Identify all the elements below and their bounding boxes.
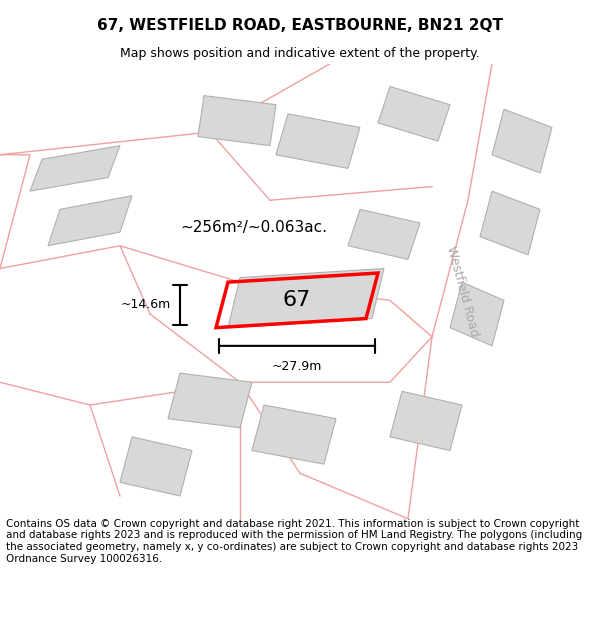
Polygon shape [276, 114, 360, 168]
Text: 67: 67 [283, 291, 311, 311]
Text: Contains OS data © Crown copyright and database right 2021. This information is : Contains OS data © Crown copyright and d… [6, 519, 582, 564]
Polygon shape [48, 196, 132, 246]
Polygon shape [450, 282, 504, 346]
Text: Westfield Road: Westfield Road [443, 244, 481, 338]
Text: Map shows position and indicative extent of the property.: Map shows position and indicative extent… [120, 48, 480, 60]
Polygon shape [480, 191, 540, 255]
Polygon shape [492, 109, 552, 173]
Polygon shape [228, 269, 384, 328]
Polygon shape [252, 405, 336, 464]
Text: ~256m²/~0.063ac.: ~256m²/~0.063ac. [180, 220, 327, 235]
Text: 67, WESTFIELD ROAD, EASTBOURNE, BN21 2QT: 67, WESTFIELD ROAD, EASTBOURNE, BN21 2QT [97, 18, 503, 33]
Polygon shape [120, 437, 192, 496]
Polygon shape [30, 146, 120, 191]
Polygon shape [168, 373, 252, 428]
Text: ~14.6m: ~14.6m [121, 298, 171, 311]
Polygon shape [378, 86, 450, 141]
Polygon shape [390, 391, 462, 451]
Polygon shape [198, 96, 276, 146]
Text: ~27.9m: ~27.9m [272, 359, 322, 372]
Polygon shape [348, 209, 420, 259]
